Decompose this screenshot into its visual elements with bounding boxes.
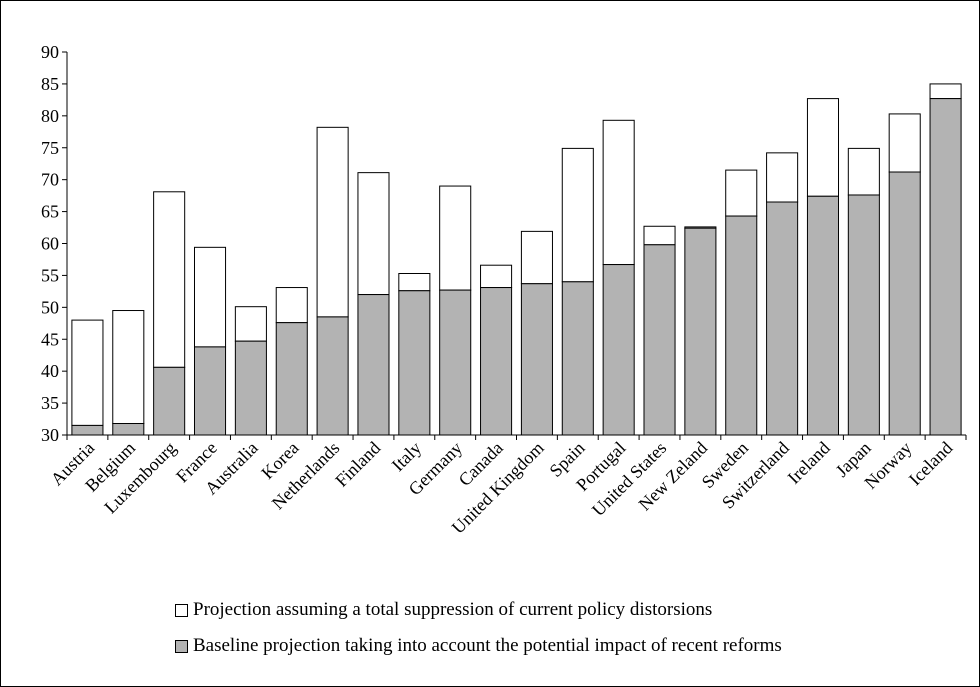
bar-projection — [929, 83, 962, 100]
bar-projection — [398, 273, 431, 292]
bar-baseline — [234, 340, 267, 436]
bar-projection — [112, 310, 145, 425]
y-tick-label: 50 — [41, 297, 59, 317]
legend-item-baseline: Baseline projection taking into account … — [175, 635, 782, 657]
bar-projection — [153, 191, 186, 368]
bar-baseline — [684, 227, 717, 436]
bar-baseline — [316, 316, 349, 436]
bar-baseline — [806, 195, 840, 436]
bar-baseline — [153, 366, 186, 436]
y-tick-label: 35 — [41, 393, 59, 413]
bar-projection — [888, 113, 921, 173]
bar-projection — [602, 119, 635, 266]
bar-baseline — [725, 215, 758, 436]
bar-baseline — [643, 244, 676, 436]
bar-projection — [520, 230, 553, 285]
bar-baseline — [561, 281, 594, 436]
y-tick-label: 65 — [41, 202, 59, 222]
bar-baseline — [602, 264, 635, 436]
bar-baseline — [275, 322, 308, 436]
bar-baseline — [929, 98, 962, 436]
legend-label-baseline: Baseline projection taking into account … — [193, 635, 782, 656]
bar-projection — [643, 225, 676, 246]
y-tick-label: 90 — [41, 42, 59, 62]
y-tick-label: 70 — [41, 170, 59, 190]
bar-baseline — [112, 423, 145, 436]
y-tick-label: 30 — [41, 425, 59, 445]
bar-projection — [806, 98, 840, 197]
bar-projection — [847, 147, 880, 196]
y-tick-label: 75 — [41, 138, 59, 158]
bar-projection — [480, 264, 513, 289]
bar-projection — [561, 147, 594, 283]
bar-baseline — [847, 194, 880, 436]
bar-baseline — [480, 287, 513, 436]
y-tick-label: 80 — [41, 106, 59, 126]
bar-baseline — [888, 171, 921, 436]
bar-projection — [71, 319, 104, 426]
bar-projection — [193, 246, 227, 348]
bar-baseline — [520, 283, 553, 436]
bar-baseline — [71, 424, 104, 436]
bar-projection — [357, 172, 390, 296]
bar-projection — [766, 152, 799, 203]
y-tick-label: 85 — [41, 74, 59, 94]
y-tick-label: 40 — [41, 361, 59, 381]
x-category-label: Iceland — [905, 438, 957, 490]
bar-baseline — [766, 201, 799, 436]
bar-baseline — [398, 290, 431, 436]
x-category-label: Ireland — [784, 438, 834, 488]
bar-baseline — [357, 294, 390, 436]
bar-projection — [316, 126, 349, 318]
y-tick-label: 60 — [41, 234, 59, 254]
legend-item-projection: Projection assuming a total suppression … — [175, 599, 712, 621]
bar-projection — [275, 287, 308, 324]
y-tick-label: 45 — [41, 329, 59, 349]
bar-projection — [725, 169, 758, 217]
bar-baseline — [439, 289, 472, 436]
legend-label-projection: Projection assuming a total suppression … — [193, 599, 713, 620]
y-tick-label: 55 — [41, 265, 59, 285]
legend-swatch-white — [175, 603, 188, 617]
bar-baseline — [193, 346, 227, 436]
bar-projection — [234, 306, 267, 342]
bar-projection — [439, 185, 472, 291]
x-category-label: Finland — [331, 438, 384, 491]
legend-swatch-grey — [175, 639, 188, 653]
